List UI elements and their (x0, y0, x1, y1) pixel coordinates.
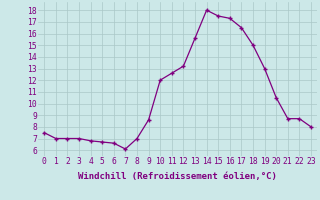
X-axis label: Windchill (Refroidissement éolien,°C): Windchill (Refroidissement éolien,°C) (78, 172, 277, 181)
